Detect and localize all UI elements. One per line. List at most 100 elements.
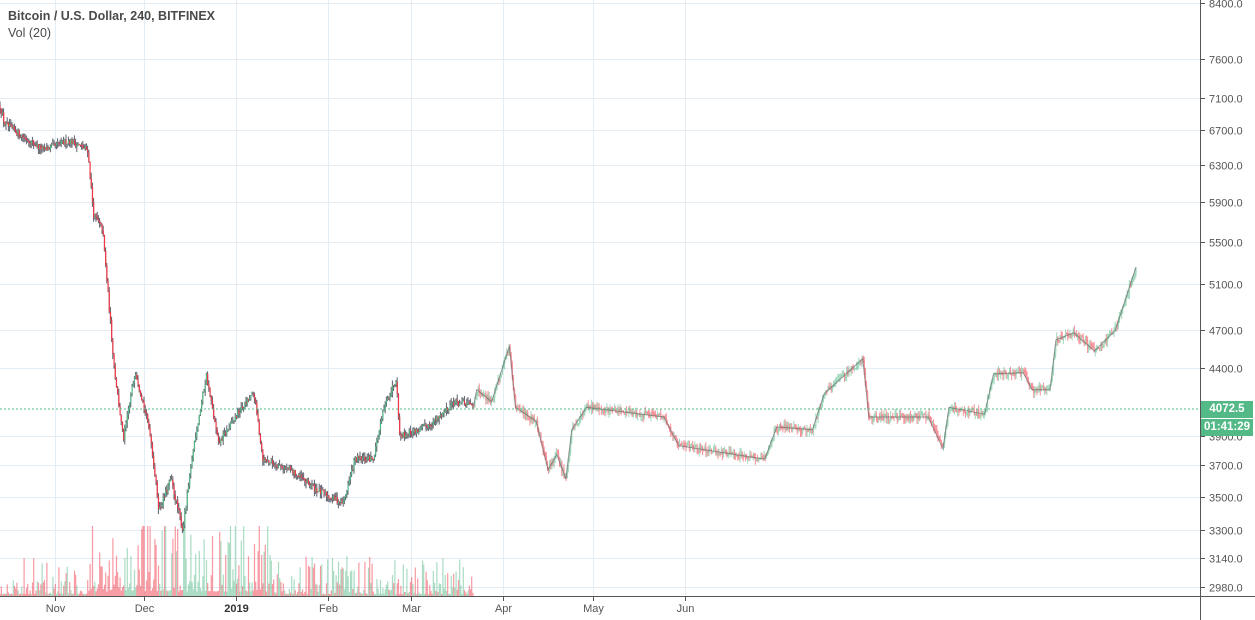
candle-body: [494, 390, 496, 398]
candle-body: [542, 443, 544, 450]
candle-up: [438, 415, 440, 425]
candle-up: [288, 464, 290, 471]
candle-up: [640, 412, 642, 421]
candle-down: [1061, 332, 1063, 341]
candle-down: [648, 409, 650, 419]
candle-body: [409, 430, 412, 435]
volume-bar: [317, 591, 319, 596]
candle-body: [820, 404, 823, 409]
candle-down: [174, 490, 176, 505]
candle-up: [390, 386, 392, 398]
candle-body: [453, 402, 455, 406]
candle-up: [785, 421, 787, 432]
volume-bar: [395, 594, 397, 596]
candle-body: [713, 448, 715, 453]
candle-body: [603, 410, 605, 412]
candle-body: [563, 468, 565, 477]
volume-indicator-label[interactable]: Vol (20): [8, 26, 52, 40]
candle-body: [678, 443, 681, 447]
candle-down: [896, 412, 898, 424]
candle-down: [216, 427, 218, 436]
candle-body: [1011, 373, 1013, 376]
candle-up: [12, 124, 14, 131]
candle-body: [532, 416, 534, 420]
candle-up: [878, 416, 880, 423]
volume-bar: [460, 585, 462, 596]
symbol-title[interactable]: Bitcoin / U.S. Dollar, 240, BITFINEX: [8, 9, 215, 23]
candle-body: [837, 379, 839, 381]
candle-body: [1069, 334, 1071, 337]
volume-bar: [357, 586, 359, 596]
volume-bar: [199, 588, 202, 596]
candle-body: [904, 418, 906, 420]
volume-bar: [132, 590, 134, 596]
candle-down: [157, 492, 160, 515]
candle-down: [312, 483, 314, 486]
candle-body: [707, 450, 709, 453]
volume-bar: [155, 544, 157, 596]
volume-bar: [432, 570, 434, 596]
candle-body: [555, 452, 557, 457]
volume-bar: [94, 581, 96, 596]
volume-bar: [360, 593, 362, 596]
volume-bar: [99, 552, 101, 596]
candle-body: [788, 425, 791, 429]
candle-body: [445, 407, 448, 412]
candle-body: [995, 373, 997, 375]
candle-up: [76, 142, 78, 153]
candle-down: [851, 365, 853, 374]
volume-bar: [35, 590, 37, 596]
projection-series: [473, 266, 1137, 482]
candle-up: [359, 451, 361, 461]
candle-up: [752, 452, 754, 461]
candle-body: [1016, 371, 1018, 373]
candle-down: [996, 368, 999, 381]
candle-up: [395, 380, 397, 387]
candle-body: [323, 490, 325, 495]
candle-up: [1040, 385, 1043, 392]
candle-body: [1127, 293, 1129, 295]
volume-bar: [361, 593, 364, 596]
candle-body: [406, 434, 408, 436]
candle-down: [138, 384, 140, 393]
candle-up: [1072, 327, 1074, 336]
candle-body: [443, 411, 445, 414]
candle-up: [686, 441, 688, 448]
candle-body: [213, 408, 215, 418]
candle-body: [317, 491, 319, 493]
candle-body: [363, 456, 365, 459]
candle-body: [114, 365, 116, 379]
price-axis[interactable]: 8400.07600.07100.06700.06300.05900.05500…: [1200, 0, 1243, 595]
volume-bar: [161, 530, 163, 596]
candle-body: [180, 516, 182, 527]
projection-line: [473, 266, 1137, 480]
candle-down: [369, 454, 371, 463]
candle-body: [299, 474, 301, 477]
candle-up: [49, 144, 52, 153]
candle-body: [865, 384, 868, 393]
candle-body: [1132, 280, 1134, 283]
volume-bar: [6, 584, 8, 596]
volume-bar: [30, 593, 32, 596]
candle-body: [637, 414, 639, 417]
volume-bar: [214, 591, 216, 596]
candle-down: [341, 497, 343, 504]
candle-body: [358, 455, 360, 459]
candle-body: [135, 374, 137, 378]
candle-down: [142, 399, 144, 403]
candle-down: [620, 406, 622, 416]
candle-body: [476, 392, 478, 397]
candle-up: [124, 424, 126, 445]
candle-down: [431, 422, 433, 431]
candle-up: [926, 415, 928, 420]
time-axis[interactable]: Nov Dec 2019 Feb Mar Apr May Jun: [46, 596, 695, 615]
candle-body: [687, 444, 689, 446]
candle-body: [439, 415, 442, 417]
candle-body: [185, 505, 187, 511]
candle-body: [381, 418, 383, 423]
volume-bar: [168, 590, 170, 596]
candle-body: [10, 124, 12, 126]
candle-body: [741, 452, 743, 456]
candle-up: [67, 136, 70, 146]
